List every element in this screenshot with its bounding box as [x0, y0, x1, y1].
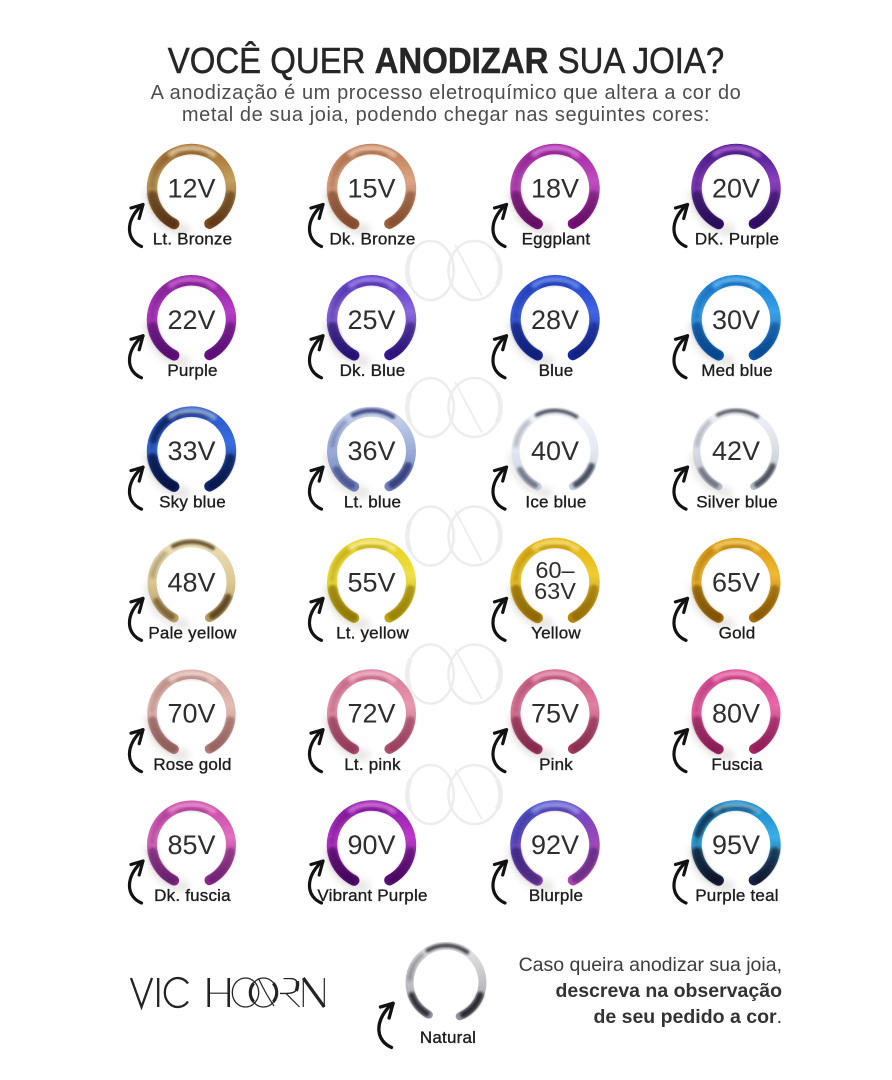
svg-text:Lt. yellow: Lt. yellow — [336, 624, 409, 643]
svg-text:Silver blue: Silver blue — [696, 492, 778, 511]
svg-text:70V: 70V — [167, 699, 215, 729]
svg-text:Eggplant: Eggplant — [522, 230, 591, 249]
svg-text:Blurple: Blurple — [529, 886, 583, 905]
svg-text:Purple: Purple — [167, 361, 217, 380]
svg-text:85V: 85V — [167, 830, 215, 860]
svg-text:Purple teal: Purple teal — [695, 886, 778, 905]
svg-text:Pink: Pink — [539, 755, 573, 774]
svg-text:de seu pedido a cor.: de seu pedido a cor. — [593, 1006, 782, 1028]
svg-text:72V: 72V — [347, 699, 395, 729]
svg-text:Ice blue: Ice blue — [525, 492, 586, 511]
svg-text:42V: 42V — [712, 436, 760, 466]
svg-text:Fuscia: Fuscia — [711, 755, 763, 774]
svg-text:Med blue: Med blue — [701, 361, 773, 380]
svg-text:Sky blue: Sky blue — [159, 492, 226, 511]
svg-text:48V: 48V — [167, 567, 215, 597]
svg-text:Natural: Natural — [420, 1028, 476, 1047]
svg-text:25V: 25V — [347, 305, 395, 335]
svg-text:28V: 28V — [531, 305, 579, 335]
svg-text:55V: 55V — [347, 567, 395, 597]
svg-text:90V: 90V — [347, 830, 395, 860]
svg-text:60–: 60– — [535, 557, 575, 583]
svg-text:80V: 80V — [712, 699, 760, 729]
svg-text:Caso queira anodizar sua joia,: Caso queira anodizar sua joia, — [519, 954, 782, 976]
svg-text:DK. Purple: DK. Purple — [695, 230, 779, 249]
svg-text:18V: 18V — [531, 174, 579, 204]
svg-text:descreva na observação: descreva na observação — [555, 980, 782, 1002]
svg-text:Dk. fuscia: Dk. fuscia — [154, 886, 231, 905]
svg-text:Vibrant Purple: Vibrant Purple — [317, 886, 427, 905]
svg-text:92V: 92V — [531, 830, 579, 860]
svg-text:63V: 63V — [534, 578, 576, 604]
svg-text:22V: 22V — [167, 305, 215, 335]
svg-text:Rose gold: Rose gold — [153, 755, 231, 774]
svg-text:Pale yellow: Pale yellow — [148, 624, 237, 643]
svg-text:20V: 20V — [712, 174, 760, 204]
svg-text:40V: 40V — [531, 436, 579, 466]
svg-text:Dk. Blue: Dk. Blue — [340, 361, 406, 380]
svg-text:Yellow: Yellow — [531, 624, 581, 643]
svg-text:Lt. Bronze: Lt. Bronze — [153, 230, 233, 249]
svg-text:Blue: Blue — [539, 361, 574, 380]
svg-text:30V: 30V — [712, 305, 760, 335]
svg-text:Lt. blue: Lt. blue — [344, 492, 401, 511]
svg-text:Dk. Bronze: Dk. Bronze — [329, 230, 415, 249]
svg-text:65V: 65V — [712, 567, 760, 597]
svg-text:36V: 36V — [347, 436, 395, 466]
svg-text:12V: 12V — [167, 174, 215, 204]
svg-text:15V: 15V — [347, 174, 395, 204]
svg-text:75V: 75V — [531, 699, 579, 729]
svg-text:33V: 33V — [167, 436, 215, 466]
svg-text:95V: 95V — [712, 830, 760, 860]
svg-text:Lt. pink: Lt. pink — [344, 755, 401, 774]
svg-text:Gold: Gold — [719, 624, 756, 643]
